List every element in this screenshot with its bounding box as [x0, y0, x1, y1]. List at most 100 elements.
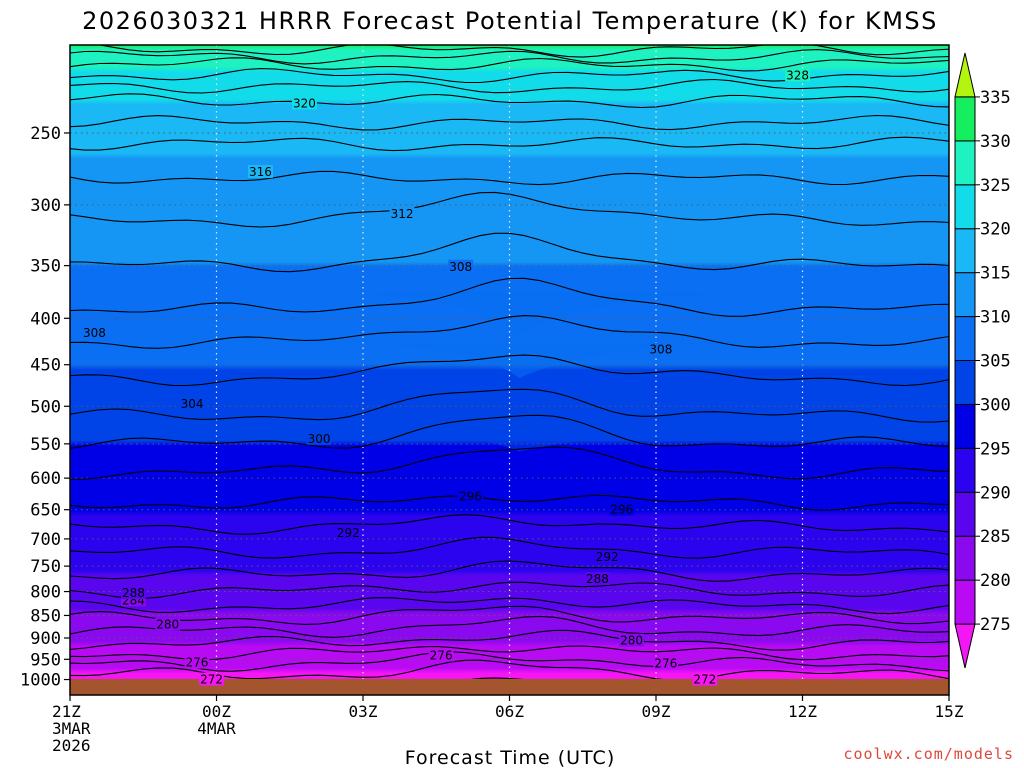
- colorbar-swatch: [954, 403, 976, 449]
- contour-line-312: [70, 191, 949, 228]
- y-tick-label: 500: [30, 397, 61, 417]
- contour-line-284: [70, 605, 949, 625]
- colorbar-swatch: [954, 228, 976, 274]
- chart-title: 2026030321 HRRR Forecast Potential Tempe…: [82, 7, 938, 35]
- contour-label: 308: [83, 326, 106, 340]
- contour-label-bg: [619, 633, 645, 647]
- y-tick-label: 550: [30, 435, 61, 455]
- y-tick-label: 600: [30, 469, 61, 489]
- contour-label-bg: [155, 617, 181, 631]
- y-tick-label: 850: [30, 606, 61, 626]
- contour-label: 288: [122, 586, 145, 600]
- contour-label: 312: [391, 207, 414, 221]
- contour-label-bg: [785, 68, 811, 82]
- colorbar-label: 305: [980, 352, 1011, 372]
- colorbar-swatch: [954, 579, 976, 625]
- contour-label-bg: [609, 502, 635, 516]
- contour-line-282: [70, 615, 949, 638]
- contour-label-bg: [594, 550, 620, 564]
- colorbar: 275 280 285 290 295 300 305 310 315 320 325 330 335: [954, 52, 1011, 669]
- y-tick-label: 950: [30, 650, 61, 670]
- x-tick-label: 4MAR: [197, 719, 236, 738]
- x-tick-label: 2026: [52, 736, 91, 755]
- contour-labels: 272 2722762762762802802842882882922922962…: [81, 68, 811, 687]
- contour-line-322: [70, 78, 949, 94]
- y-tick-label: 400: [30, 309, 61, 329]
- colorbar-swatch: [954, 316, 976, 362]
- colorbar-swatch: [954, 140, 976, 186]
- contour-label: 292: [596, 550, 619, 564]
- colorbar-swatch: [954, 52, 976, 98]
- colorbar-swatch: [954, 96, 976, 142]
- colorbar-label: 310: [980, 308, 1011, 328]
- contour-line-318: [70, 114, 949, 131]
- ground-fill: [70, 679, 949, 695]
- contour-line-278: [70, 645, 949, 661]
- contour-label: 320: [293, 97, 316, 111]
- contour-line-330: [96, 45, 949, 58]
- contour-label: 280: [156, 618, 179, 632]
- contour-line-296: [70, 494, 949, 511]
- contour-label-bg: [184, 655, 210, 669]
- x-tick-label: 12Z: [788, 702, 817, 721]
- y-tick-label: 450: [30, 356, 61, 376]
- colorbar-label: 290: [980, 483, 1011, 503]
- contour-label-bg: [457, 489, 483, 503]
- contour-label-bg: [448, 259, 474, 273]
- y-tick-label: 750: [30, 557, 61, 577]
- contour-label: 276: [186, 656, 209, 670]
- contour-label-bg: [199, 672, 225, 686]
- colorbar-label: 275: [980, 615, 1011, 635]
- contour-line-316: [70, 136, 949, 152]
- y-tick-label: 800: [30, 583, 61, 603]
- contour-label: 288: [586, 572, 609, 586]
- contour-label-bg: [692, 672, 718, 686]
- x-tick-label: 3MAR: [52, 719, 91, 738]
- contour-label-bg: [81, 325, 107, 339]
- colorbar-swatch: [954, 491, 976, 537]
- contour-line-276: [70, 651, 949, 672]
- contour-label: 280: [620, 634, 643, 648]
- y-tick-label: 350: [30, 257, 61, 277]
- colorbar-label: 320: [980, 220, 1011, 240]
- y-tick-label: 650: [30, 501, 61, 521]
- contour-line-298: [70, 446, 949, 480]
- colorbar-label: 285: [980, 527, 1011, 547]
- contour-line-302: [70, 388, 949, 423]
- contour-line-280: [70, 629, 949, 651]
- colorbar-swatch: [954, 272, 976, 318]
- x-tick-label: 03Z: [349, 702, 378, 721]
- contour-line-308: [70, 277, 949, 317]
- colorbar-label: 325: [980, 176, 1011, 196]
- x-tick-label: 09Z: [642, 702, 671, 721]
- contour-line-294: [70, 514, 949, 535]
- contour-label-bg: [335, 526, 361, 540]
- contour-line-286: [70, 597, 949, 615]
- contour-line-300: [70, 414, 949, 449]
- contour-label-bg: [120, 586, 146, 600]
- contour-label-bg: [428, 648, 454, 662]
- contour-label-bg: [306, 431, 332, 445]
- colorbar-swatch: [954, 184, 976, 230]
- plot-area: [70, 45, 949, 695]
- contour-line-292: [70, 536, 949, 559]
- contour-label-bg: [291, 96, 317, 110]
- colorbar-label: 330: [980, 132, 1011, 152]
- contour-line-306: [70, 315, 949, 349]
- contour-line-328: [70, 49, 949, 65]
- colorbar-label: 295: [980, 439, 1011, 459]
- colorbar-swatch: [954, 447, 976, 493]
- y-tick-label: 700: [30, 530, 61, 550]
- credit-text: coolwx.com/models: [843, 745, 1014, 763]
- contour-label: 276: [654, 656, 677, 670]
- contour-label: 300: [308, 432, 331, 446]
- field-anomalies: [265, 292, 779, 452]
- contour-line-288: [70, 581, 949, 599]
- contour-line-290: [70, 560, 949, 582]
- y-axis: 250 300 350 400 450 500 550 600 650 700 750 800 850 9…: [20, 124, 70, 691]
- contour-label: 304: [181, 397, 204, 411]
- contour-label-bg: [389, 206, 415, 220]
- contour-label-bg: [648, 342, 674, 356]
